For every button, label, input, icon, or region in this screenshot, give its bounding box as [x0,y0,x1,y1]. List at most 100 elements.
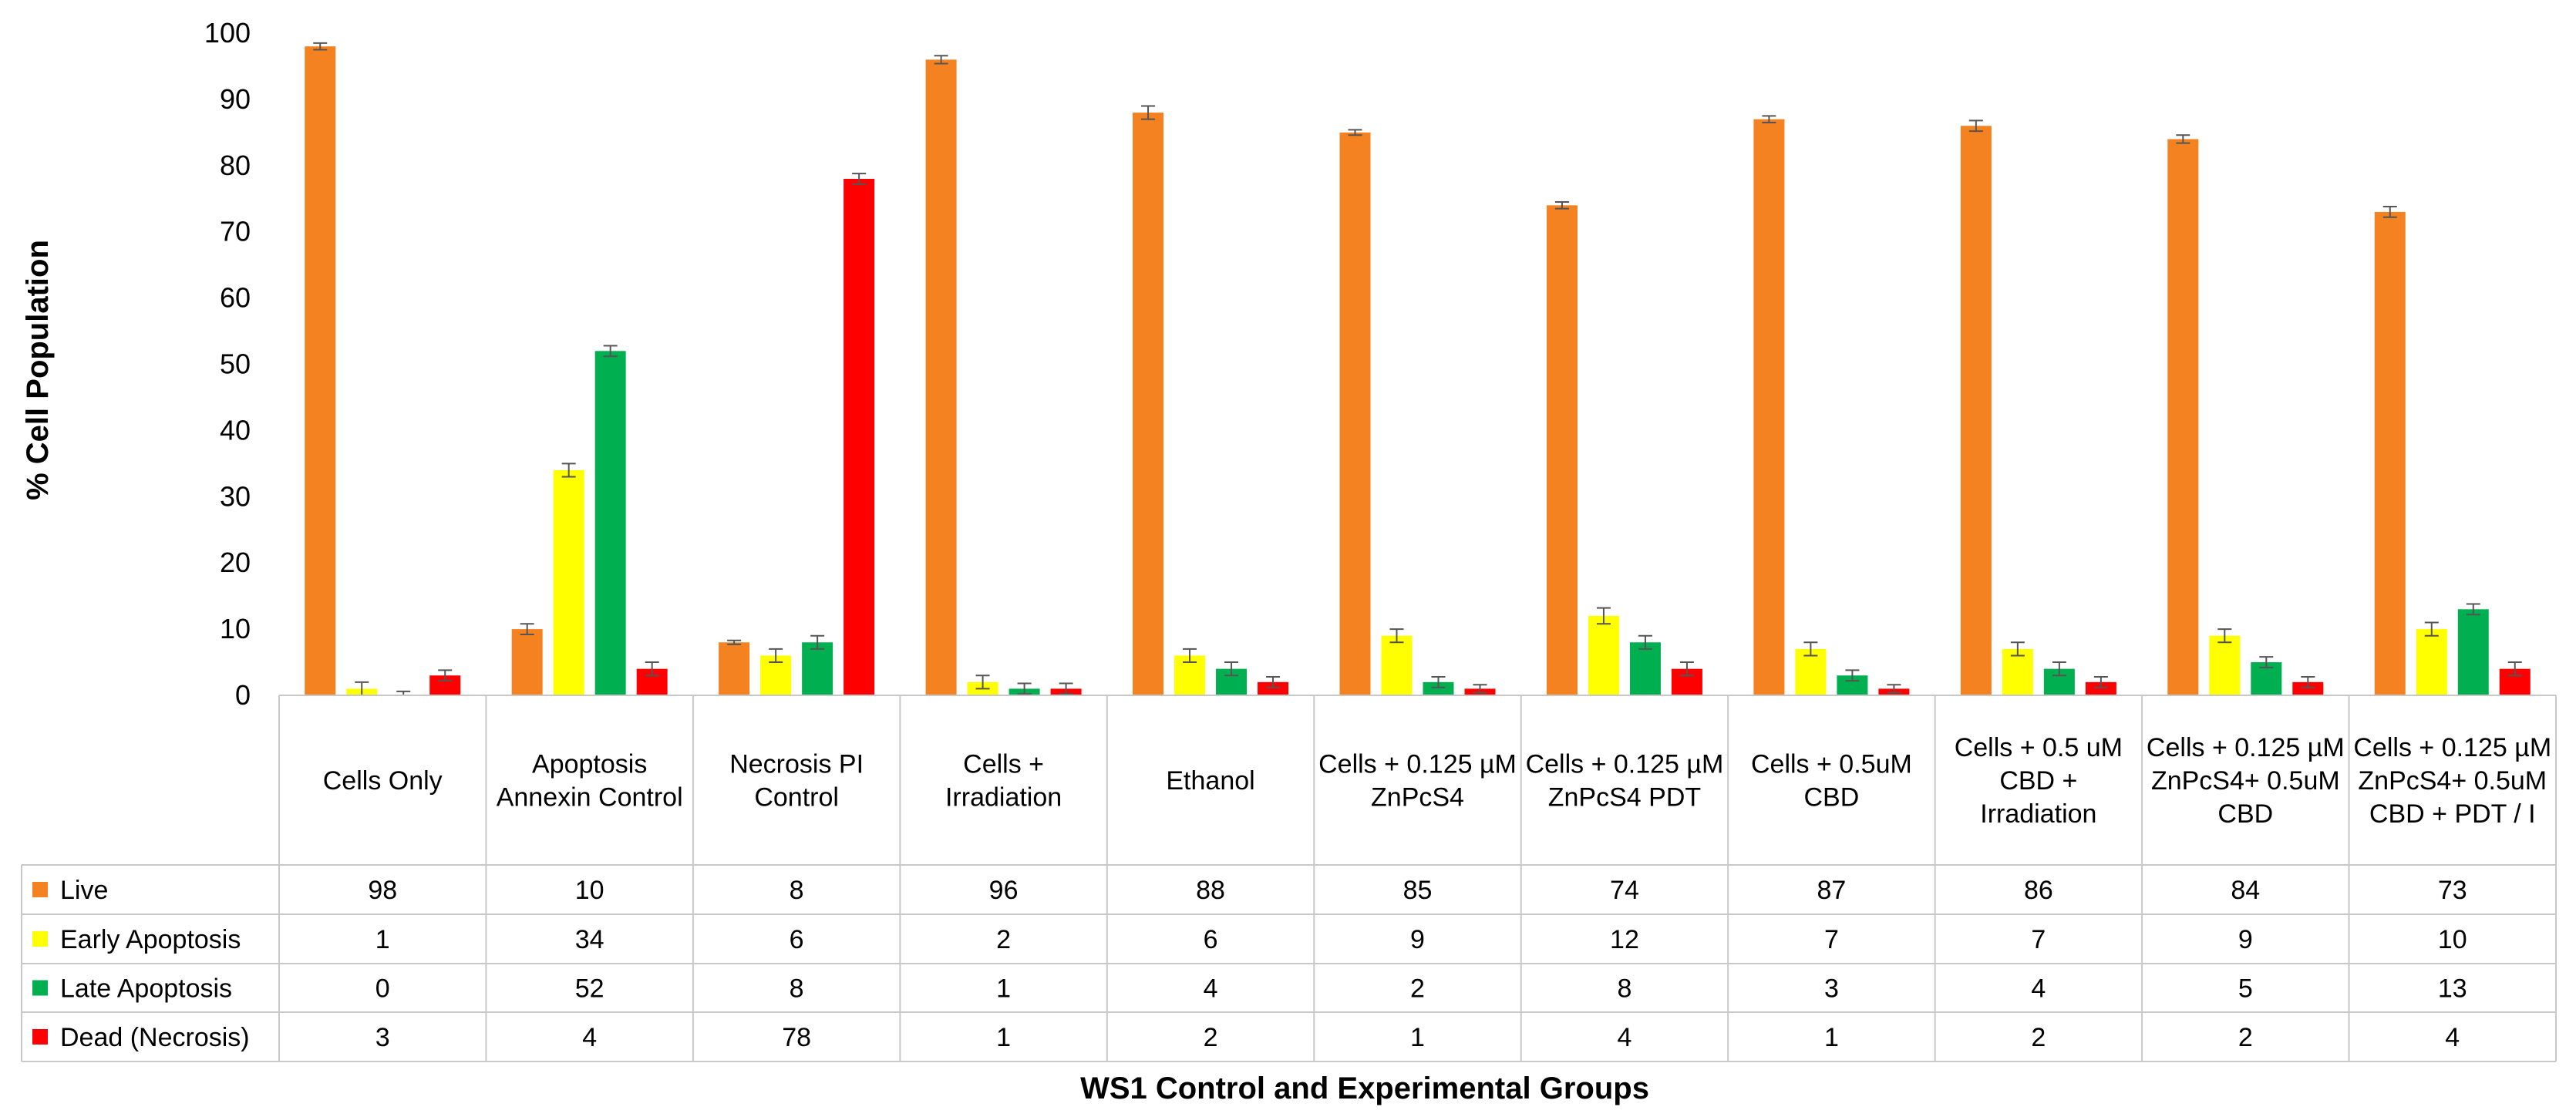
data-table-value: 4 [2031,974,2046,1004]
data-table-value: 9 [1410,925,1425,954]
legend-label: Dead (Necrosis) [60,1023,250,1052]
y-tick-label: 20 [220,547,251,578]
category-label: Cells + 0.5uM CBD [1751,750,1912,813]
data-table-value: 87 [1817,876,1846,905]
data-table-value: 84 [2231,876,2260,905]
data-table-value: 13 [2438,974,2467,1004]
data-table-value: 1 [1410,1023,1425,1052]
legend-swatch [32,931,48,947]
y-tick-label: 70 [220,216,251,247]
data-table-value: 86 [2024,876,2053,905]
data-table-value: 7 [1824,925,1839,954]
bar [305,46,336,696]
bar [2457,609,2489,695]
bars [305,42,2531,696]
data-table-value: 3 [375,1023,390,1052]
category-label: Cells + 0.125 µM ZnPcS4 PDT [1526,750,1724,813]
bar [2002,648,2033,695]
data-table-value: 2 [2031,1023,2046,1052]
data-table-value: 10 [575,876,604,905]
data-table-value: 78 [782,1023,811,1052]
data-table-value: 8 [790,876,804,905]
bar [553,469,584,695]
category-label: Cells + 0.5 uM CBD + Irradiation [1955,733,2123,829]
data-table-value: 98 [368,876,397,905]
data-table-value: 4 [1617,1023,1631,1052]
data-table-value: 85 [1403,876,1433,905]
category-label: Ethanol [1166,766,1254,796]
bar [2209,635,2241,695]
data-table-value: 2 [1410,974,1425,1004]
y-tick-label: 0 [235,679,251,711]
category-label: Necrosis PI Control [729,750,864,813]
bar [1960,126,1992,695]
bar [719,642,750,695]
bar [1546,205,1578,696]
y-axis-title: % Cell Population [21,240,55,500]
bar [1423,681,1454,695]
bar [594,351,626,695]
bar [1339,132,1371,696]
data-table: Cells Only Apoptosis Annexin Control Necros… [21,695,2557,1062]
y-tick-label: 100 [204,17,251,49]
data-table-value: 73 [2438,876,2467,905]
data-table-value: 6 [790,925,804,954]
data-table-value: 4 [582,1023,597,1052]
y-tick-label: 30 [220,480,251,512]
bar [2167,139,2199,695]
legend-label: Late Apoptosis [60,974,232,1004]
data-table-value: 1 [1824,1023,1839,1052]
data-table-value: 0 [375,974,390,1004]
y-tick-label: 90 [220,83,251,115]
legend-label: Early Apoptosis [60,925,241,954]
y-tick-label: 50 [220,348,251,380]
legend-swatch [32,980,48,996]
bar [1588,615,1619,695]
bar [1133,113,1164,695]
bar [844,178,875,696]
y-tick-label: 60 [220,282,251,314]
data-table-value: 2 [996,925,1011,954]
bar [1795,648,1827,695]
data-table-value: 96 [989,876,1019,905]
bar [1753,119,1785,696]
category-label: Cells + 0.125 µM ZnPcS4+ 0.5uM CBD + PDT /… [2353,733,2551,829]
bar [802,642,833,695]
category-label: Apoptosis Annexin Control [497,750,683,813]
bar [2292,681,2324,695]
data-table-value: 2 [1204,1023,1218,1052]
y-tick-label: 40 [220,414,251,446]
data-table-value: 6 [1204,925,1218,954]
category-label: Cells + Irradiation [945,750,1062,813]
data-table-value: 5 [2238,974,2253,1004]
y-axis: 0 10 20 30 40 50 60 70 80 90 100 [204,17,251,711]
category-label: Cells Only [323,766,443,796]
x-axis-title: WS1 Control and Experimental Groups [1080,1072,1649,1105]
data-table-value: 52 [575,974,604,1004]
data-table-value: 34 [575,925,604,954]
data-table-value: 4 [1204,974,1218,1004]
data-table-value: 74 [1610,876,1639,905]
bar [1629,642,1661,695]
bar [511,629,543,695]
bar [925,59,957,696]
bar [2374,211,2406,695]
data-table-value: 7 [2031,925,2046,954]
legend-swatch [32,1029,48,1045]
y-tick-label: 10 [220,613,251,644]
bar [2416,629,2447,695]
data-table-value: 8 [1617,974,1631,1004]
category-label: Cells + 0.125 µM ZnPcS4 [1318,750,1517,813]
bar [2085,681,2116,695]
data-table-value: 88 [1196,876,1225,905]
y-tick-label: 80 [220,150,251,181]
data-table-value: 1 [375,925,390,954]
bar [1258,681,1289,695]
bar [1381,635,1413,695]
data-table-value: 9 [2238,925,2253,954]
data-table-value: 10 [2438,925,2467,954]
data-table-value: 4 [2445,1023,2460,1052]
data-table-value: 1 [996,1023,1011,1052]
legend-swatch [32,882,48,897]
